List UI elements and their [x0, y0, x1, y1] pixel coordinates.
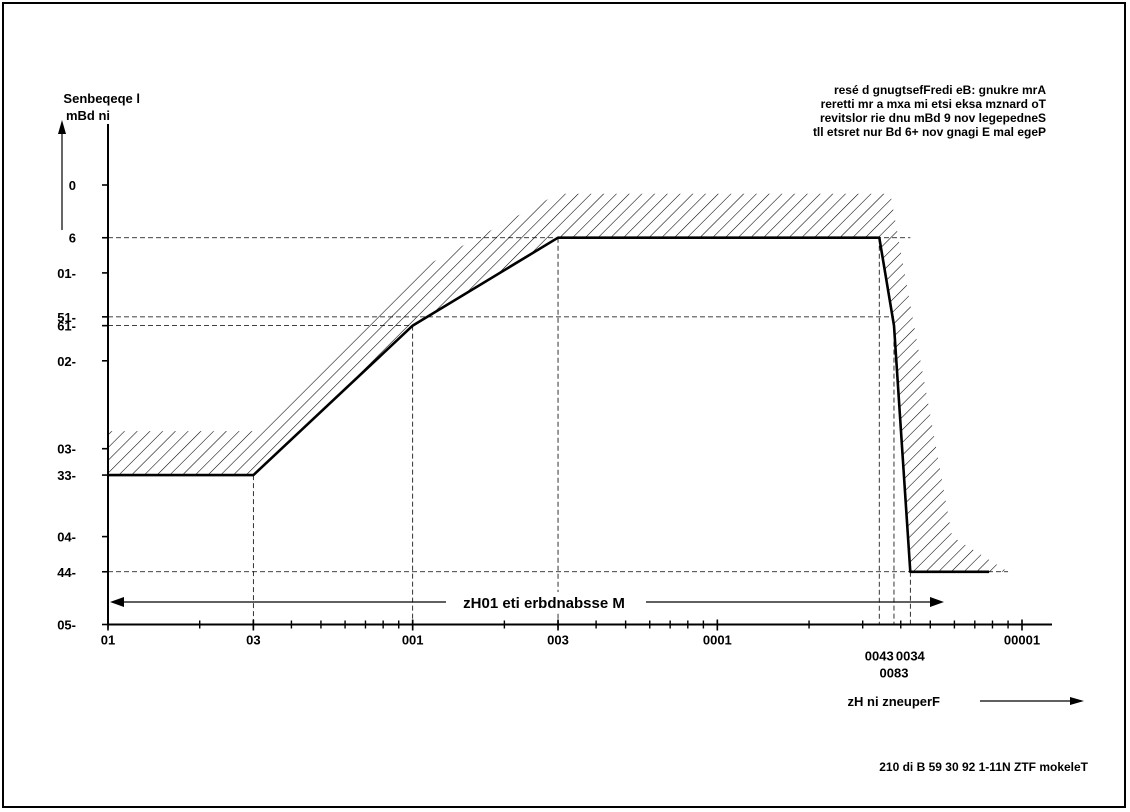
y-tick-label: 61-	[57, 319, 76, 334]
x-mark-label: 0043	[865, 649, 894, 664]
y-tick-label: 33-	[57, 468, 76, 483]
bandwidth-label-bg	[446, 592, 646, 612]
y-tick-label: 6	[69, 231, 76, 246]
y-tick-label: 04-	[57, 530, 76, 545]
mask-line	[108, 236, 990, 574]
y-tick-label: 05-	[57, 618, 76, 633]
x-axis-arrow-head	[1070, 697, 1084, 705]
x-tick-label: 03	[246, 633, 260, 648]
bandwidth-arrow-left	[110, 597, 124, 607]
y-tick-label: 01-	[57, 266, 76, 281]
hatched-tolerance-region	[108, 193, 1009, 572]
x-tick-label: 00001	[1004, 633, 1040, 648]
y-tick-label: 02-	[57, 354, 76, 369]
y-tick-label: 51-	[57, 310, 76, 325]
y-tick-label: 03-	[57, 442, 76, 457]
footer-reference: 210 di B 59 30 92 1-11N ZTF mokeleT	[879, 760, 1088, 774]
bandwidth-arrow-right	[930, 597, 944, 607]
x-tick-label: 0001	[703, 633, 732, 648]
x-tick-label: 003	[547, 633, 569, 648]
mask-chart: 0 6 01- 51-61- 02- 03- 33- 04- 44- 05- 01 03 001 003 0…	[57, 83, 1088, 774]
y-axis-arrow-head	[58, 120, 66, 134]
y-axis-label: Senbeqeqe l	[63, 91, 140, 106]
x-mark-label: 0083	[880, 666, 909, 681]
note-line: revitslor rie dnu mBd 9 nov legepedneS	[820, 111, 1046, 125]
x-axis-label: zH ni zneuperF	[848, 694, 941, 709]
y-axis-unit: mBd ni	[66, 108, 110, 123]
y-tick-label: 44-	[57, 565, 76, 580]
x-tick-label: 01	[101, 633, 115, 648]
x-tick-label: 001	[402, 633, 424, 648]
y-tick-label: 0	[69, 178, 76, 193]
x-mark-label: 0034	[896, 649, 926, 664]
note-line: tll etsret nur Bd 6+ nov gnagi E mal ege…	[813, 125, 1046, 139]
bandwidth-label: zH01 eti erbdnabsse M	[463, 595, 625, 612]
note-line: resé d gnugtsefFredi eB: gnukre mrA	[834, 83, 1046, 97]
note-line: reretti mr a mxa mi etsi eksa mznard oT	[821, 97, 1047, 111]
